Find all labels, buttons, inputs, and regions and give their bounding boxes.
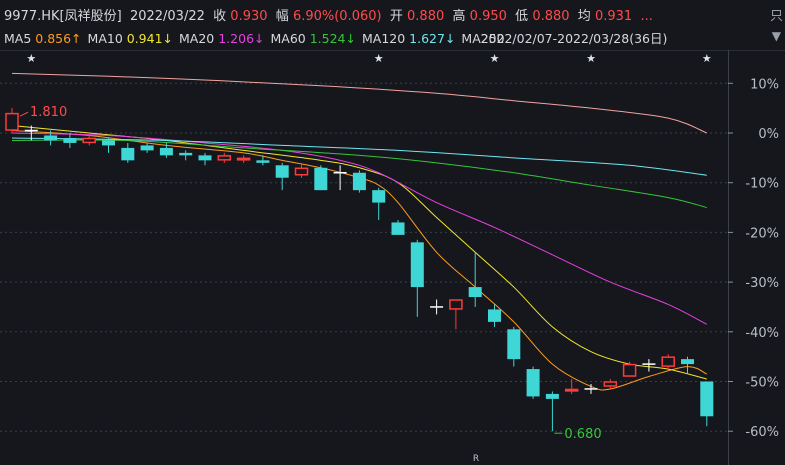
max-price-label: 1.810 bbox=[30, 105, 67, 120]
candle-body bbox=[545, 393, 559, 399]
ma-legend-label: MA250 bbox=[461, 31, 509, 46]
star-marker: ★ bbox=[702, 52, 712, 65]
candle-body bbox=[564, 388, 579, 392]
ma-legend: MA5 0.856↑ MA10 0.941↓ MA20 1.206↓ MA60 1.5… bbox=[4, 28, 667, 47]
y-tick-label: -10% bbox=[745, 177, 779, 192]
candle-body bbox=[622, 363, 637, 377]
candle-body bbox=[140, 145, 154, 151]
min-price-label: 0.680 bbox=[564, 427, 601, 442]
candle-body bbox=[507, 329, 521, 360]
ma-line-ma120 bbox=[11, 137, 707, 176]
candle-body bbox=[352, 172, 366, 191]
r-marker: R bbox=[473, 454, 479, 464]
high-value: 0.950 bbox=[469, 9, 507, 24]
candle-body bbox=[121, 147, 135, 161]
y-tick-label: 10% bbox=[750, 77, 779, 92]
y-tick-label: -20% bbox=[745, 226, 779, 241]
max-pointer bbox=[19, 111, 29, 117]
low-label: 低 bbox=[515, 9, 529, 24]
candle-body bbox=[44, 135, 58, 141]
candle-body bbox=[526, 369, 540, 397]
open-label: 开 bbox=[389, 9, 403, 24]
candle-body bbox=[410, 242, 424, 288]
candle-body bbox=[198, 155, 212, 161]
y-tick-label: -40% bbox=[745, 326, 779, 341]
date-range-label: 2022/02/07-2022/03/28(36日) bbox=[480, 31, 668, 46]
ma-legend-label: MA20 bbox=[179, 31, 219, 46]
more-indicator[interactable]: ... bbox=[640, 9, 653, 24]
star-marker: ★ bbox=[586, 52, 596, 65]
high-label: 高 bbox=[452, 9, 466, 24]
y-tick-label: -30% bbox=[745, 276, 779, 291]
stock-code: 9977.HK[凤祥股份] bbox=[4, 9, 122, 24]
ma-line-ma60 bbox=[11, 139, 707, 209]
y-tick-label: 0% bbox=[758, 127, 779, 142]
ma-line-ma10 bbox=[11, 125, 707, 380]
candle-body bbox=[236, 157, 251, 161]
ma-line-ma20 bbox=[11, 132, 708, 325]
low-value: 0.880 bbox=[532, 9, 570, 24]
ma-legend-label: MA60 bbox=[270, 31, 310, 46]
close-value: 0.930 bbox=[230, 9, 268, 24]
candle-body bbox=[700, 381, 714, 417]
candle-body bbox=[179, 152, 193, 156]
quote-header: 9977.HK[凤祥股份] 2022/03/22 收 0.930 幅 6.90%… bbox=[4, 5, 653, 24]
candle-body bbox=[82, 137, 96, 144]
ma-legend-value: 1.206↓ bbox=[218, 31, 265, 46]
candle-body bbox=[449, 299, 463, 310]
candle-body bbox=[63, 137, 77, 143]
avg-label: 均 bbox=[577, 9, 591, 24]
ma-legend-label: MA10 bbox=[87, 31, 127, 46]
candle-body bbox=[488, 309, 501, 322]
close-label: 收 bbox=[213, 9, 227, 24]
candle-body bbox=[294, 167, 309, 176]
candle-body bbox=[468, 287, 482, 298]
candle-body bbox=[256, 160, 270, 163]
candle-body bbox=[159, 147, 173, 156]
avg-value: 0.931 bbox=[594, 9, 633, 24]
candle-body bbox=[603, 381, 618, 387]
ma-legend-value: 0.941↓ bbox=[126, 31, 174, 46]
quote-date: 2022/03/22 bbox=[129, 9, 205, 24]
range-dropdown-button[interactable]: ▼ bbox=[771, 29, 781, 43]
ma-line-ma5 bbox=[11, 130, 708, 391]
candle-body bbox=[391, 222, 405, 235]
candle-body bbox=[102, 140, 115, 146]
ma-legend-value: 0.856↑ bbox=[35, 31, 82, 46]
change-value: 6.90%(0.060) bbox=[292, 9, 382, 24]
change-label: 幅 bbox=[275, 9, 289, 24]
candle-body bbox=[681, 359, 694, 365]
star-marker: ★ bbox=[26, 52, 36, 65]
open-value: 0.880 bbox=[407, 9, 445, 24]
candle-body bbox=[314, 167, 328, 191]
y-tick-label: -60% bbox=[745, 425, 779, 440]
ma-legend-value: 1.524↓ bbox=[309, 31, 356, 46]
corner-glyph: 只 bbox=[769, 9, 783, 24]
candle-body bbox=[275, 165, 289, 178]
ma-line-ma250 bbox=[11, 72, 707, 134]
candle-body bbox=[661, 356, 675, 367]
candle-body bbox=[372, 190, 386, 203]
candle-body bbox=[5, 112, 19, 131]
ma-legend-value: 1.627↓ bbox=[409, 31, 456, 46]
star-marker: ★ bbox=[374, 52, 384, 65]
candle-body bbox=[217, 155, 232, 161]
y-tick-label: -50% bbox=[745, 376, 779, 391]
ma-legend-label: MA5 bbox=[4, 31, 36, 46]
star-marker: ★ bbox=[490, 52, 500, 65]
ma-legend-label: MA120 bbox=[361, 31, 410, 46]
